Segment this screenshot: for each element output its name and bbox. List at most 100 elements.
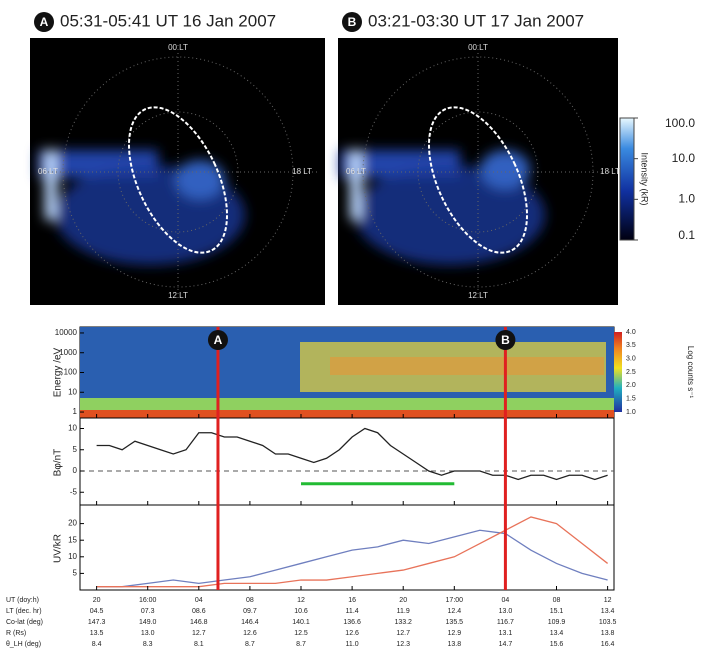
table-cell: 140.1 bbox=[292, 619, 310, 626]
count-colorbar bbox=[612, 332, 622, 412]
table-cell: 11.0 bbox=[346, 641, 359, 648]
table-cell: 13.0 bbox=[499, 608, 513, 615]
panel-title: 05:31-05:41 UT 16 Jan 2007 bbox=[60, 11, 276, 30]
footprint-b bbox=[428, 106, 528, 254]
table-cell: 15.1 bbox=[550, 608, 564, 615]
y-tick-label: 15 bbox=[68, 535, 77, 544]
table-cell: 146.4 bbox=[241, 619, 259, 626]
data-line bbox=[96, 427, 608, 481]
intensity-colorbar bbox=[619, 117, 635, 241]
lt-label: 18 LT bbox=[292, 167, 312, 176]
table-cell: 109.9 bbox=[548, 619, 566, 626]
grid-rings bbox=[40, 45, 612, 300]
table-cell: 13.8 bbox=[447, 641, 461, 648]
x-tick-label: 08 bbox=[553, 597, 561, 604]
x-tick-label: 12 bbox=[604, 597, 612, 604]
y-axis-label: Energy /eV bbox=[53, 347, 64, 397]
y-tick-label: 20 bbox=[68, 519, 77, 528]
data-line bbox=[96, 529, 608, 588]
table-cell: 08.6 bbox=[192, 608, 206, 615]
lt-label: 00 LT bbox=[168, 43, 188, 52]
x-tick-label: 04 bbox=[502, 597, 510, 604]
x-tick-label: 16 bbox=[348, 597, 356, 604]
table-cell: 8.1 bbox=[194, 641, 204, 648]
colorbar-tick-label: 10.0 bbox=[672, 151, 696, 165]
footprint-a bbox=[128, 106, 228, 254]
aurora-glow-b bbox=[340, 150, 545, 265]
table-cell: 12.9 bbox=[447, 630, 461, 637]
colorbar-tick-label: 3.0 bbox=[626, 356, 636, 363]
lt-label: 06 LT bbox=[346, 167, 366, 176]
panel-badge bbox=[342, 12, 362, 32]
x-tick-label: 20 bbox=[399, 597, 407, 604]
table-cell: 149.0 bbox=[139, 619, 157, 626]
colorbar-label: Log counts s⁻¹ bbox=[686, 346, 695, 399]
table-cell: 13.1 bbox=[499, 630, 513, 637]
event-letter: B bbox=[501, 333, 510, 347]
table-cell: 13.4 bbox=[550, 630, 564, 637]
x-tick-label: 17:00 bbox=[446, 597, 464, 604]
table-cell: 12.7 bbox=[192, 630, 206, 637]
table-cell: 12.7 bbox=[396, 630, 410, 637]
table-cell: 13.0 bbox=[141, 630, 155, 637]
y-tick-label: 0 bbox=[73, 466, 78, 475]
event-badge bbox=[207, 330, 228, 350]
row-label: LT (dec. hr) bbox=[6, 608, 42, 615]
table-cell: 116.7 bbox=[497, 619, 514, 626]
table-cell: 15.6 bbox=[550, 641, 564, 648]
panel-badge bbox=[34, 12, 54, 32]
table-cell: 135.5 bbox=[446, 619, 464, 626]
colorbar-tick-label: 4.0 bbox=[626, 329, 636, 336]
row-label: Co-lat (deg) bbox=[6, 619, 43, 626]
y-tick-label: 5 bbox=[73, 445, 78, 454]
y-tick-label: 10 bbox=[68, 552, 77, 561]
event-badge bbox=[495, 330, 516, 350]
y-tick-label: 1000 bbox=[59, 348, 77, 357]
table-cell: 12.5 bbox=[294, 630, 308, 637]
spectrogram-band-core bbox=[330, 357, 604, 375]
table-cell: 07.3 bbox=[141, 608, 155, 615]
table-cell: 10.6 bbox=[294, 608, 308, 615]
table-cell: 12.3 bbox=[396, 641, 410, 648]
row-label: R (Rs) bbox=[6, 630, 26, 637]
row-label: UT (doy:h) bbox=[6, 597, 39, 604]
aurora-glow-a bbox=[38, 150, 245, 265]
colorbar-tick-label: 2.0 bbox=[626, 382, 636, 389]
table-cell: 8.7 bbox=[296, 641, 306, 648]
lt-label: 06 LT bbox=[38, 167, 58, 176]
panel-letter: A bbox=[40, 15, 49, 29]
y-tick-label: 10000 bbox=[55, 328, 78, 337]
colorbar-tick-label: 2.5 bbox=[626, 369, 636, 376]
table-cell: 146.8 bbox=[190, 619, 208, 626]
x-tick-label: 20 bbox=[93, 597, 101, 604]
x-tick-label: 08 bbox=[246, 597, 254, 604]
table-cell: 8.4 bbox=[92, 641, 102, 648]
y-tick-label: 100 bbox=[64, 368, 78, 377]
y-tick-label: -5 bbox=[70, 487, 78, 496]
table-cell: 13.5 bbox=[90, 630, 104, 637]
x-tick-label: 04 bbox=[195, 597, 203, 604]
panel-title: 03:21-03:30 UT 17 Jan 2007 bbox=[368, 11, 584, 30]
colorbar-tick-label: 100.0 bbox=[665, 116, 695, 130]
lt-label: 18 LT bbox=[600, 167, 620, 176]
table-cell: 12.6 bbox=[243, 630, 257, 637]
y-tick-label: 10 bbox=[68, 424, 77, 433]
y-tick-label: 1 bbox=[73, 407, 78, 416]
table-cell: 09.7 bbox=[243, 608, 257, 615]
table-cell: 133.2 bbox=[394, 619, 412, 626]
table-cell: 12.4 bbox=[447, 608, 461, 615]
lt-label: 00 LT bbox=[468, 43, 488, 52]
colorbar-tick-label: 1.5 bbox=[626, 396, 636, 403]
colorbar-tick-label: 1.0 bbox=[678, 192, 695, 206]
table-cell: 8.3 bbox=[143, 641, 153, 648]
table-cell: 04.5 bbox=[90, 608, 104, 615]
table-cell: 14.7 bbox=[499, 641, 513, 648]
colorbar-tick-label: 3.5 bbox=[626, 342, 636, 349]
y-tick-label: 5 bbox=[73, 569, 78, 578]
aurora-images bbox=[30, 38, 635, 591]
colorbar-tick-label: 0.1 bbox=[678, 228, 695, 242]
table-cell: 13.8 bbox=[601, 630, 615, 637]
lt-label: 12 LT bbox=[168, 291, 188, 300]
panel-letter: B bbox=[348, 15, 357, 29]
event-letter: A bbox=[214, 333, 223, 347]
